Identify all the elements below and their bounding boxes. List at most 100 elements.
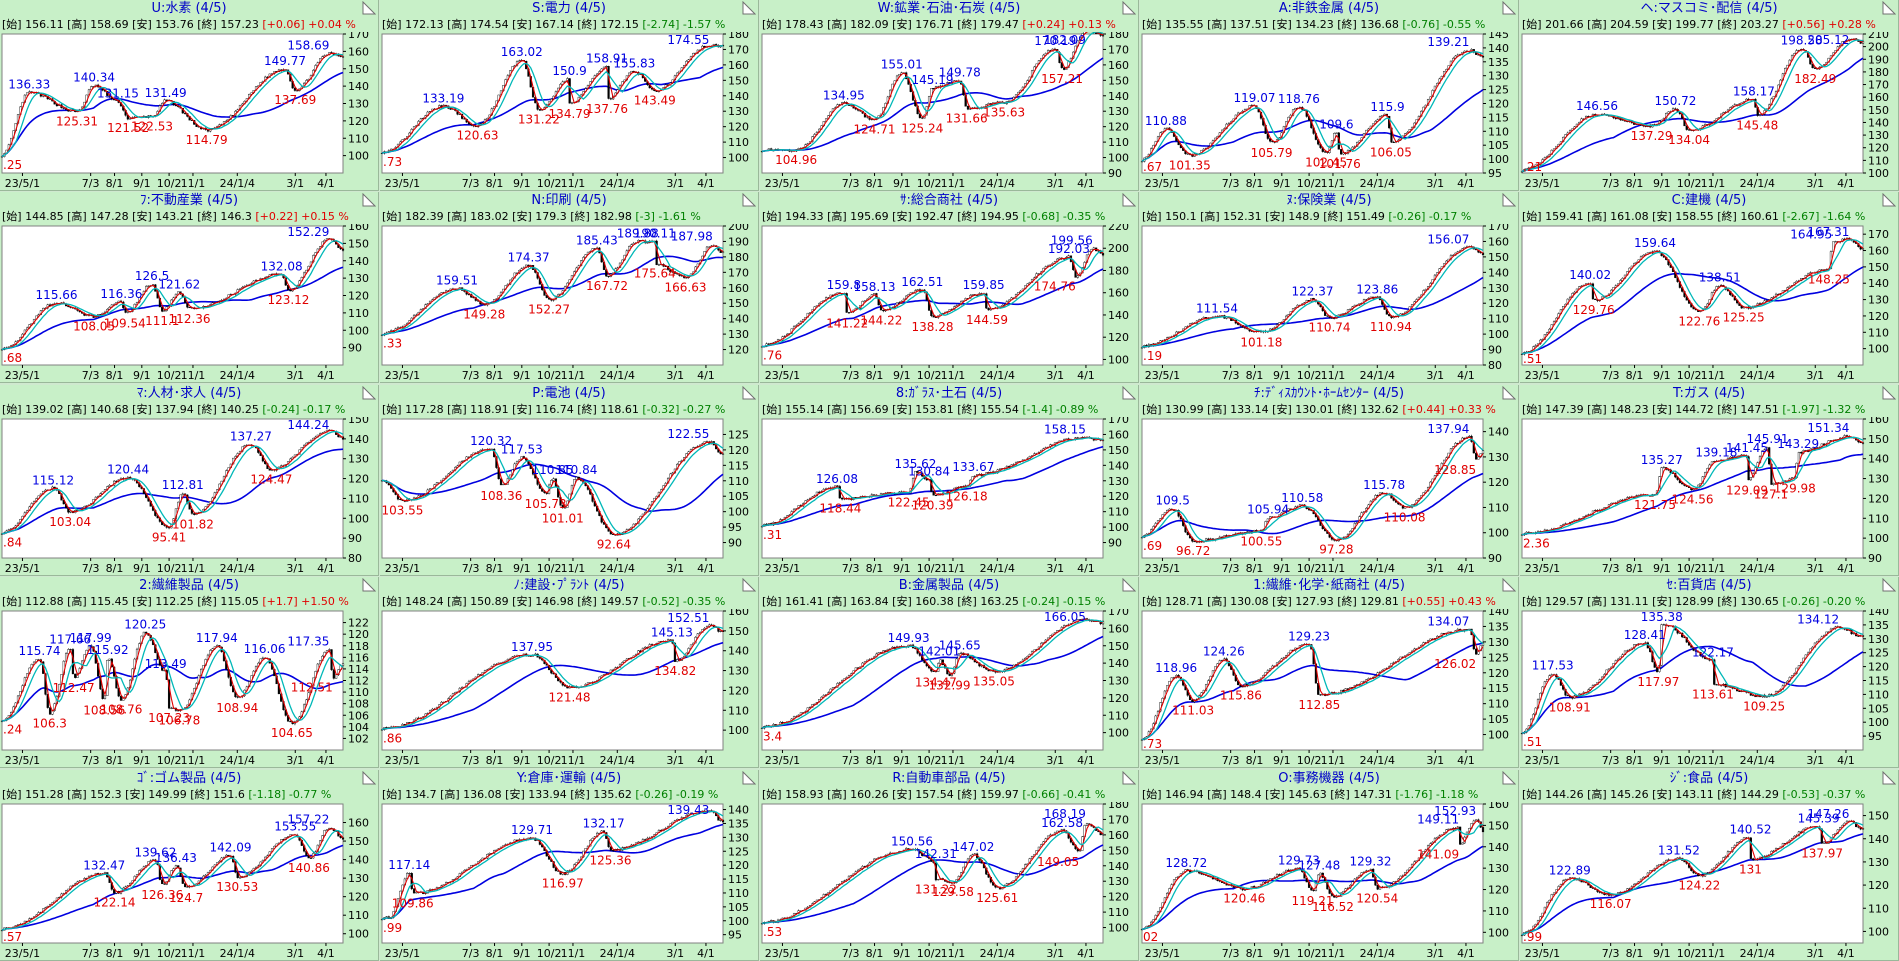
high-value-label: 138.51 (1699, 271, 1741, 285)
chart-date: (4/5) (191, 1, 227, 16)
sector-chart-panel[interactable]: N:印刷 (4/5) [始] 182.39 [高] 183.02 [安] 179.… (380, 192, 759, 383)
ohlc-summary: [始] 182.39 [高] 183.02 [安] 179.3 [終] 182.… (382, 210, 701, 223)
y-tick-label: 170 (1868, 228, 1889, 241)
expand-corner-icon[interactable] (362, 193, 376, 207)
candle-body (341, 436, 345, 440)
high-value-label: 120.32 (470, 434, 512, 448)
x-tick-label: 9/1 (1653, 369, 1671, 382)
y-tick-label: 150 (1488, 251, 1509, 264)
ohlc-summary: [始] 150.1 [高] 152.31 [安] 148.9 [終] 151.4… (1142, 210, 1472, 223)
high-value-label: 136.33 (8, 78, 50, 92)
sector-chart-panel[interactable]: ﾌ:不動産業 (4/5) [始] 144.85 [高] 147.28 [安] 14… (0, 192, 379, 383)
sector-chart-panel[interactable]: W:鉱業･石油･石炭 (4/5) [始] 178.43 [高] 182.09 [安… (760, 0, 1139, 191)
y-tick-label: 180 (1868, 66, 1889, 79)
candle-body (1861, 248, 1865, 250)
expand-corner-icon[interactable] (362, 1, 376, 15)
long-moving-average-line (761, 268, 1104, 348)
expand-corner-icon[interactable] (362, 386, 376, 400)
expand-corner-icon[interactable] (1122, 386, 1136, 400)
low-value-label: 125.25 (1723, 310, 1765, 324)
plot-area (1, 418, 344, 559)
short-moving-average-line (1521, 239, 1864, 355)
expand-corner-icon[interactable] (1122, 1, 1136, 15)
x-tick-label: 11/1 (181, 369, 206, 382)
high-value-label: 134.95 (823, 89, 865, 103)
ohlc-close: 151.49 (1346, 210, 1385, 223)
high-value-label: 137.27 (230, 429, 272, 443)
x-tick-label: 4/1 (317, 177, 335, 190)
x-tick-label: 23/5/1 (5, 369, 40, 382)
price-chart: 100 110 120 130 140 150 160 170 23/5/1 7/3 8/1 9/1 1… (1520, 225, 1889, 382)
ohlc-summary: [始] 155.14 [高] 156.69 [安] 153.81 [終] 155… (762, 403, 1099, 416)
y-tick-label: 180 (728, 32, 749, 41)
y-tick-label: 100 (1488, 153, 1509, 166)
high-value-label: 149.78 (939, 66, 981, 80)
x-tick-label: 9/1 (893, 562, 911, 575)
expand-corner-icon[interactable] (1502, 1, 1516, 15)
sector-chart-panel[interactable]: ﾁ:ﾃﾞｨｽｶｳﾝﾄ･ﾎｰﾑｾﾝﾀｰ (4/5) [始] 130.99 [高] 1… (1140, 385, 1519, 576)
sector-chart-panel[interactable]: S:電力 (4/5) [始] 172.13 [高] 174.54 [安] 167.… (380, 0, 759, 191)
expand-corner-icon[interactable] (742, 193, 756, 207)
y-tick-label: 160 (348, 45, 369, 58)
chart-title: 8:ｶﾞﾗｽ･土石 (4/5) (760, 385, 1138, 403)
y-tick-label: 145 (1488, 32, 1509, 41)
sector-name: ｻ:総合商社 (899, 193, 963, 208)
long-moving-average-line (1141, 276, 1484, 349)
sector-chart-panel[interactable]: A:非鉄金属 (4/5) [始] 135.55 [高] 137.51 [安] 13… (1140, 0, 1519, 191)
x-tick-label: 3/1 (1426, 177, 1444, 190)
y-tick-label: 140 (1108, 309, 1129, 322)
candle-body (1088, 251, 1091, 256)
chart-title: S:電力 (4/5) (380, 0, 758, 18)
sector-chart-panel[interactable]: U:水素 (4/5) [始] 156.11 [高] 158.69 [安] 153.… (0, 0, 379, 191)
y-tick-label: 120 (1108, 331, 1129, 344)
ohlc-low: 116.74 (535, 403, 574, 416)
low-value-label: 122.76 (1678, 314, 1720, 328)
candle-body (932, 88, 935, 90)
low-value-label: 121.52 (107, 121, 149, 135)
expand-corner-icon[interactable] (1882, 1, 1896, 15)
ohlc-open: 156.11 (25, 18, 64, 31)
candle-body (847, 312, 851, 314)
x-tick-label: 11/1 (1701, 369, 1726, 382)
x-tick-label: 10/2 (1677, 177, 1702, 190)
x-tick-label: 10/2 (1297, 177, 1322, 190)
x-tick-label: 10/2 (917, 369, 942, 382)
chart-date: (4/5) (1343, 1, 1380, 16)
x-tick-label: 11/1 (181, 562, 206, 575)
expand-corner-icon[interactable] (1122, 193, 1136, 207)
expand-corner-icon[interactable] (1502, 386, 1516, 400)
sector-chart-panel[interactable]: ﾏ:人材･求人 (4/5) [始] 139.02 [高] 140.68 [安] 1… (0, 385, 379, 576)
candle-body (129, 118, 132, 120)
ohlc-high: 152.31 (1223, 210, 1262, 223)
y-tick-label: 120 (728, 444, 749, 457)
expand-corner-icon[interactable] (742, 386, 756, 400)
y-tick-label: 130 (1108, 105, 1129, 118)
low-value-label: 125.31 (56, 115, 98, 129)
expand-corner-icon[interactable] (1882, 193, 1896, 207)
sector-chart-panel[interactable]: P:電池 (4/5) [始] 117.28 [高] 118.91 [安] 116.… (380, 385, 759, 576)
high-value-label: 164.95 (1790, 227, 1832, 241)
sector-chart-panel[interactable]: ﾇ:保険業 (4/5) [始] 150.1 [高] 152.31 [安] 148.… (1140, 192, 1519, 383)
low-value-label: 101.01 (542, 512, 584, 526)
sector-chart-panel[interactable]: ｻ:総合商社 (4/5) [始] 194.33 [高] 195.69 [安] 19… (760, 192, 1139, 383)
high-value-label: 112.81 (162, 478, 204, 492)
chart-date: (4/5) (1368, 386, 1405, 401)
candle-body (545, 295, 548, 298)
sector-chart-panel[interactable]: ヘ:マスコミ･配信 (4/5) [始] 201.66 [高] 204.59 [安]… (1520, 0, 1899, 191)
expand-corner-icon[interactable] (742, 1, 756, 15)
low-value-label: 109.54 (104, 317, 146, 331)
y-tick-label: 140 (728, 90, 749, 103)
x-tick-label: 8/1 (486, 369, 504, 382)
high-value-label: 150.9 (552, 64, 586, 78)
expand-corner-icon[interactable] (1502, 193, 1516, 207)
x-tick-label: 24/1/4 (980, 177, 1015, 190)
sector-chart-panel[interactable]: C:建機 (4/5) [始] 159.41 [高] 161.08 [安] 158.… (1520, 192, 1899, 383)
long-moving-average-line (381, 463, 724, 513)
sector-chart-panel[interactable]: 8:ｶﾞﾗｽ･土石 (4/5) [始] 155.14 [高] 156.69 [安]… (760, 385, 1139, 576)
low-value-label: .21 (1523, 160, 1542, 174)
y-tick-label: 80 (1488, 359, 1502, 372)
low-value-label: .68 (3, 351, 22, 365)
x-tick-label: 10/2 (1297, 369, 1322, 382)
y-tick-label: 130 (348, 272, 369, 285)
low-value-label: 138.28 (912, 320, 954, 334)
